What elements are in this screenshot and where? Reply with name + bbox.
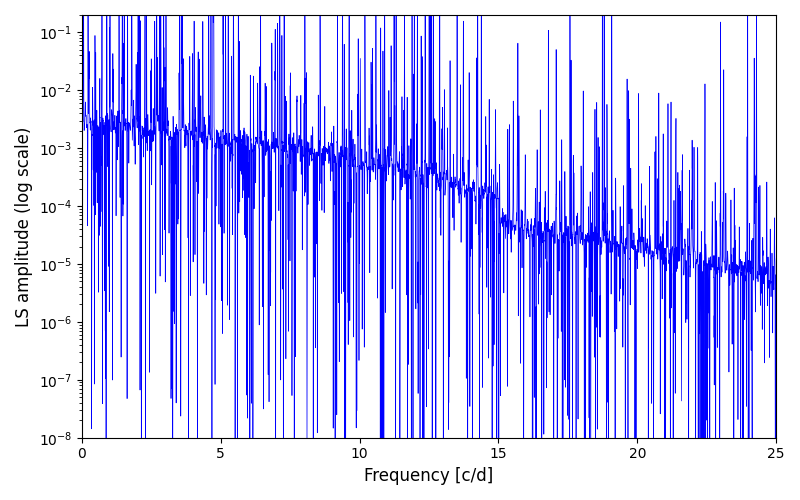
- X-axis label: Frequency [c/d]: Frequency [c/d]: [364, 467, 494, 485]
- Y-axis label: LS amplitude (log scale): LS amplitude (log scale): [15, 126, 33, 326]
